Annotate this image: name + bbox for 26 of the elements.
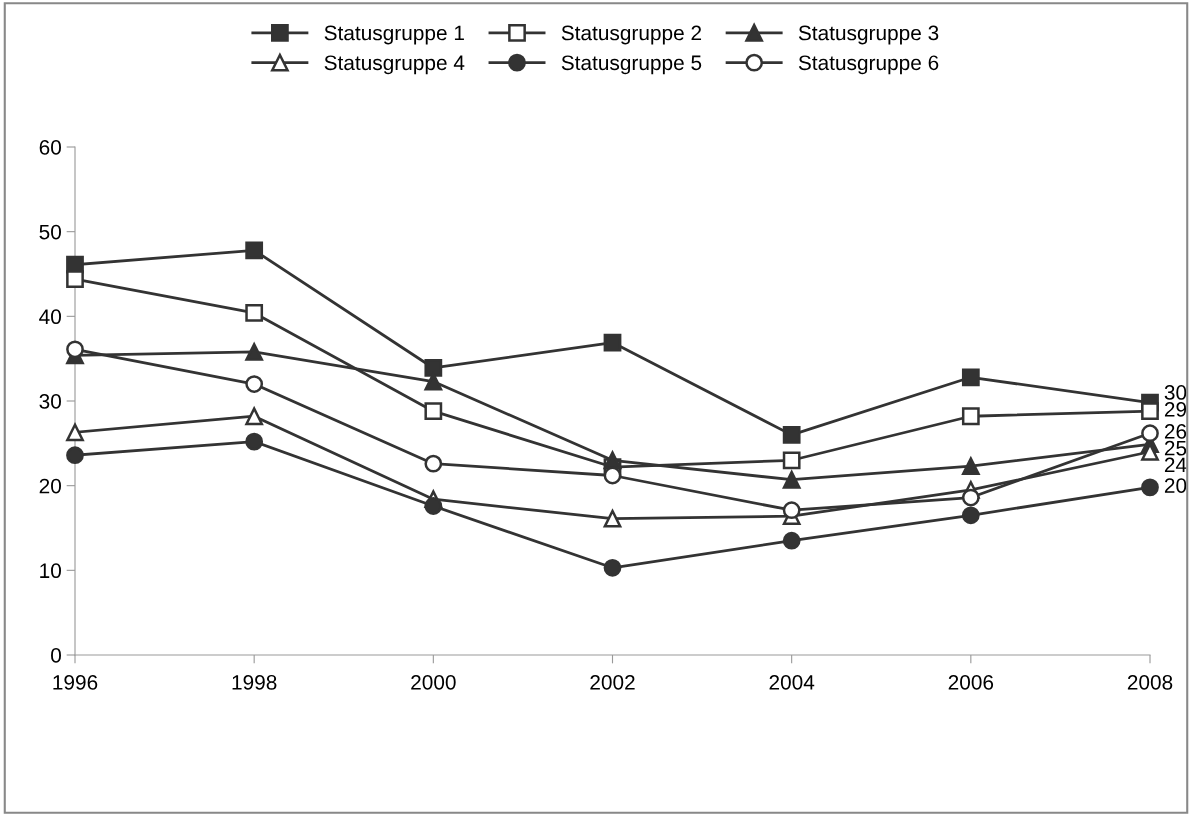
legend-label: Statusgruppe 6	[798, 55, 939, 75]
y-tick-label: 20	[39, 478, 61, 494]
y-tick-label: 0	[51, 648, 61, 663]
legend-label: Statusgruppe 3	[798, 25, 939, 45]
y-tick-label: 30	[39, 394, 61, 409]
x-tick-label: 1996	[53, 674, 98, 690]
y-tick-label: 40	[39, 309, 61, 325]
data-label: 29	[1164, 402, 1187, 417]
y-tick-label: 50	[39, 224, 61, 240]
data-label: 24	[1164, 457, 1187, 473]
x-tick-label: 2000	[411, 674, 456, 690]
data-label: 26	[1164, 424, 1187, 439]
x-tick-label: 2002	[590, 674, 635, 690]
x-tick-label: 2008	[1127, 674, 1173, 690]
data-label: 30	[1164, 385, 1187, 400]
x-tick-label: 1998	[232, 674, 277, 690]
data-label: 20	[1164, 478, 1187, 493]
legend-label: Statusgruppe 5	[561, 55, 702, 75]
y-tick-label: 60	[39, 140, 61, 155]
y-tick-label: 10	[40, 563, 61, 579]
data-label: 25	[1164, 440, 1187, 456]
legend-label: Statusgruppe 1	[324, 25, 464, 45]
legend-label: Statusgruppe 4	[324, 55, 465, 75]
x-tick-label: 2006	[948, 674, 994, 690]
legend-label: Statusgruppe 2	[561, 25, 702, 45]
x-tick-label: 2004	[769, 674, 815, 690]
